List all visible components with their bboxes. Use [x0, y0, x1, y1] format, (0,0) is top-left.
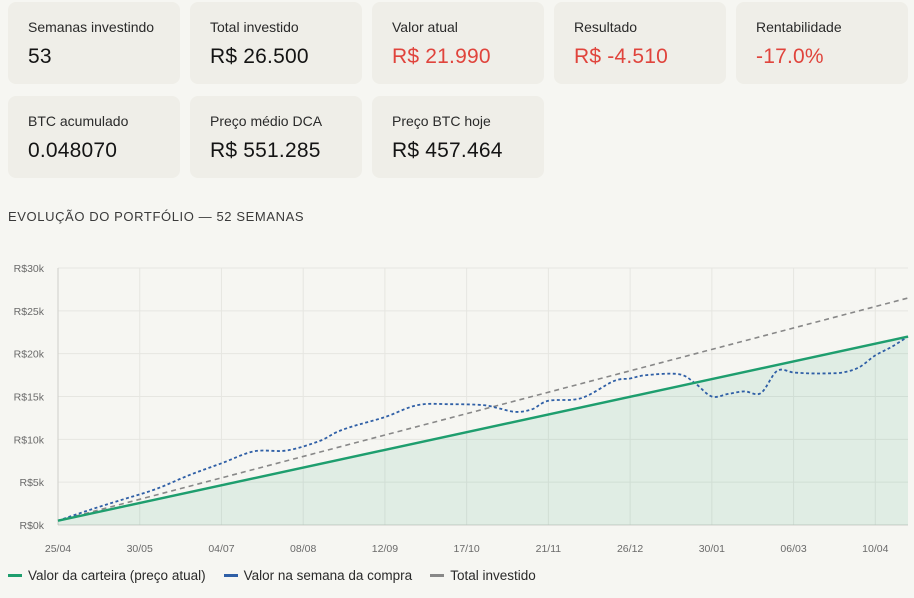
legend-swatch-week-value — [223, 574, 238, 577]
metric-label: Total investido — [210, 19, 299, 35]
metric-card-current-value: Valor atual R$ 21.990 — [372, 2, 544, 84]
y-tick-label: R$5k — [19, 477, 44, 489]
x-tick-label: 08/08 — [290, 543, 316, 555]
metric-label: Rentabilidade — [756, 19, 842, 35]
legend-item-invested[interactable]: Total investido — [430, 568, 536, 583]
metric-card-btc-accumulated: BTC acumulado 0.048070 — [8, 96, 180, 178]
legend-label-week-value: Valor na semana da compra — [243, 568, 413, 583]
series-line-portfolio — [57, 335, 909, 522]
metric-label: Preço médio DCA — [210, 113, 323, 129]
legend-swatch-invested — [430, 574, 445, 577]
legend-item-portfolio[interactable]: Valor da carteira (preço atual) — [8, 568, 206, 583]
metric-value: 0.048070 — [28, 139, 118, 162]
y-tick-label: R$10k — [14, 434, 45, 446]
x-tick-label: 21/11 — [536, 543, 562, 555]
metric-card-total-invested: Total investido R$ 26.500 — [190, 2, 362, 84]
metric-label: Valor atual — [392, 19, 458, 35]
metric-label: Preço BTC hoje — [392, 113, 491, 129]
x-tick-label: 04/07 — [208, 543, 234, 555]
y-tick-label: R$20k — [14, 349, 45, 361]
x-tick-label: 06/03 — [780, 543, 806, 555]
metric-card-avg-price: Preço médio DCA R$ 551.285 — [190, 96, 362, 178]
x-tick-label: 30/05 — [127, 543, 153, 555]
y-tick-label: R$15k — [14, 392, 45, 404]
y-tick-label: R$25k — [14, 306, 45, 318]
series-line-total-invested — [57, 297, 909, 522]
x-tick-label: 26/12 — [617, 543, 643, 555]
legend-label-invested: Total investido — [450, 568, 536, 583]
metric-value: 53 — [28, 45, 52, 68]
y-tick-label: R$0k — [19, 520, 44, 532]
metric-card-btc-price: Preço BTC hoje R$ 457.464 — [372, 96, 544, 178]
metric-label: BTC acumulado — [28, 113, 129, 129]
metric-value: R$ 26.500 — [210, 45, 309, 68]
metric-card-result: Resultado R$ -4.510 — [554, 2, 726, 84]
metric-card-return: Rentabilidade -17.0% — [736, 2, 908, 84]
legend-label-portfolio: Valor da carteira (preço atual) — [28, 568, 206, 583]
metric-value: -17.0% — [756, 45, 824, 68]
x-tick-label: 30/01 — [699, 543, 725, 555]
x-tick-label: 25/04 — [45, 543, 71, 555]
metric-value: R$ -4.510 — [574, 45, 669, 68]
y-tick-label: R$30k — [14, 263, 45, 275]
metric-label: Semanas investindo — [28, 19, 155, 35]
x-tick-label: 12/09 — [372, 543, 398, 555]
metric-value: R$ 21.990 — [392, 45, 491, 68]
metric-card-weeks: Semanas investindo 53 — [8, 2, 180, 84]
metric-label: Resultado — [574, 19, 638, 35]
x-tick-label: 17/10 — [454, 543, 480, 555]
x-tick-label: 10/04 — [862, 543, 888, 555]
legend-swatch-portfolio — [8, 574, 22, 577]
section-title: EVOLUÇÃO DO PORTFÓLIO — 52 SEMANAS — [8, 209, 305, 224]
metric-value: R$ 457.464 — [392, 139, 503, 162]
legend-item-week-value[interactable]: Valor na semana da compra — [223, 568, 413, 583]
portfolio-chart: R$0k R$5k R$10k R$15k R$20k R$25k R$30k 25/04 30… — [14, 263, 909, 555]
chart-legend: Valor da carteira (preço atual) Valor na… — [8, 568, 554, 583]
series-line-week-value — [57, 335, 909, 522]
metric-value: R$ 551.285 — [210, 139, 321, 162]
